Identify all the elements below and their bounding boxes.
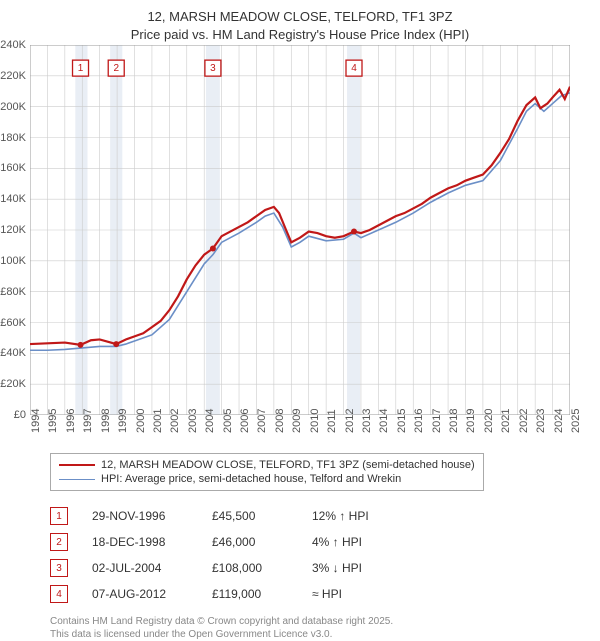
event-price: £108,000 <box>212 561 312 575</box>
x-tick-label: 2022 <box>518 409 530 433</box>
event-marker-label: 3 <box>210 63 216 74</box>
event-date: 18-DEC-1998 <box>92 535 212 549</box>
y-tick-label: £160K <box>0 162 26 174</box>
event-index-box: 1 <box>50 507 68 525</box>
x-tick-label: 2016 <box>413 409 425 433</box>
series-dot <box>210 246 216 252</box>
chart-title: 12, MARSH MEADOW CLOSE, TELFORD, TF1 3PZ… <box>10 8 590 43</box>
y-tick-label: £0 <box>14 409 26 421</box>
event-hpi: 4% ↑ HPI <box>312 535 432 549</box>
event-marker-label: 1 <box>78 63 84 74</box>
y-tick-label: £220K <box>0 70 26 82</box>
x-tick-label: 1996 <box>65 409 77 433</box>
y-tick-label: £60K <box>0 317 26 329</box>
event-price: £45,500 <box>212 509 312 523</box>
event-index-box: 2 <box>50 533 68 551</box>
title-line1: 12, MARSH MEADOW CLOSE, TELFORD, TF1 3PZ <box>10 8 590 26</box>
event-row: 1 29-NOV-1996 £45,500 12% ↑ HPI <box>50 503 590 529</box>
event-date: 07-AUG-2012 <box>92 587 212 601</box>
series-dot <box>78 342 84 348</box>
legend-item: 12, MARSH MEADOW CLOSE, TELFORD, TF1 3PZ… <box>59 458 475 472</box>
x-tick-label: 2013 <box>361 409 373 433</box>
x-tick-label: 2023 <box>535 409 547 433</box>
event-date: 29-NOV-1996 <box>92 509 212 523</box>
x-tick-label: 2000 <box>135 409 147 433</box>
chart-svg: 1 2 3 4 <box>30 45 570 415</box>
x-tick-label: 2009 <box>291 409 303 433</box>
title-line2: Price paid vs. HM Land Registry's House … <box>10 26 590 44</box>
x-tick-label: 2011 <box>326 409 338 433</box>
x-tick-label: 2010 <box>309 409 321 433</box>
y-tick-label: £180K <box>0 132 26 144</box>
event-index-box: 4 <box>50 585 68 603</box>
x-tick-label: 2001 <box>152 409 164 433</box>
x-tick-label: 2014 <box>378 409 390 433</box>
x-tick-label: 2003 <box>187 409 199 433</box>
legend-swatch <box>59 479 95 480</box>
y-tick-label: £140K <box>0 193 26 205</box>
event-hpi: 3% ↓ HPI <box>312 561 432 575</box>
y-tick-label: £100K <box>0 255 26 267</box>
x-tick-label: 2012 <box>344 409 356 433</box>
x-tick-label: 2006 <box>239 409 251 433</box>
legend-label: 12, MARSH MEADOW CLOSE, TELFORD, TF1 3PZ… <box>101 459 475 471</box>
event-hpi: 12% ↑ HPI <box>312 509 432 523</box>
y-tick-label: £80K <box>0 286 26 298</box>
y-tick-label: £120K <box>0 224 26 236</box>
event-hpi: ≈ HPI <box>312 587 432 601</box>
y-tick-label: £20K <box>0 378 26 390</box>
x-tick-label: 2024 <box>553 409 565 433</box>
event-marker-label: 4 <box>351 63 357 74</box>
footer-attribution: Contains HM Land Registry data © Crown c… <box>50 615 590 641</box>
event-row: 3 02-JUL-2004 £108,000 3% ↓ HPI <box>50 555 590 581</box>
x-tick-label: 2025 <box>570 409 582 433</box>
x-tick-label: 2004 <box>204 409 216 433</box>
x-tick-label: 2021 <box>500 409 512 433</box>
legend-swatch <box>59 464 95 466</box>
y-tick-label: £40K <box>0 347 26 359</box>
x-tick-label: 1997 <box>82 409 94 433</box>
series-dot <box>351 229 357 235</box>
legend-item: HPI: Average price, semi-detached house,… <box>59 472 475 486</box>
x-tick-label: 1994 <box>30 409 42 433</box>
x-tick-label: 2008 <box>274 409 286 433</box>
event-marker-label: 2 <box>113 63 119 74</box>
legend-label: HPI: Average price, semi-detached house,… <box>101 473 401 485</box>
event-price: £119,000 <box>212 587 312 601</box>
x-tick-label: 2015 <box>396 409 408 433</box>
event-row: 4 07-AUG-2012 £119,000 ≈ HPI <box>50 581 590 607</box>
event-price: £46,000 <box>212 535 312 549</box>
event-index-box: 3 <box>50 559 68 577</box>
x-tick-label: 2005 <box>222 409 234 433</box>
x-tick-label: 2020 <box>483 409 495 433</box>
x-tick-label: 1995 <box>47 409 59 433</box>
x-tick-label: 2002 <box>169 409 181 433</box>
event-table: 1 29-NOV-1996 £45,500 12% ↑ HPI 2 18-DEC… <box>50 503 590 607</box>
footer-line1: Contains HM Land Registry data © Crown c… <box>50 615 590 628</box>
event-row: 2 18-DEC-1998 £46,000 4% ↑ HPI <box>50 529 590 555</box>
legend: 12, MARSH MEADOW CLOSE, TELFORD, TF1 3PZ… <box>50 453 484 491</box>
event-date: 02-JUL-2004 <box>92 561 212 575</box>
y-tick-label: £200K <box>0 101 26 113</box>
x-tick-label: 2007 <box>256 409 268 433</box>
footer-line2: This data is licensed under the Open Gov… <box>50 628 590 641</box>
x-tick-label: 2019 <box>465 409 477 433</box>
x-tick-label: 1999 <box>117 409 129 433</box>
x-tick-label: 1998 <box>100 409 112 433</box>
series-dot <box>113 341 119 347</box>
x-tick-label: 2017 <box>431 409 443 433</box>
y-tick-label: £240K <box>0 39 26 51</box>
x-tick-label: 2018 <box>448 409 460 433</box>
line-chart: 1234£0£20K£40K£60K£80K£100K£120K£140K£16… <box>30 45 590 415</box>
